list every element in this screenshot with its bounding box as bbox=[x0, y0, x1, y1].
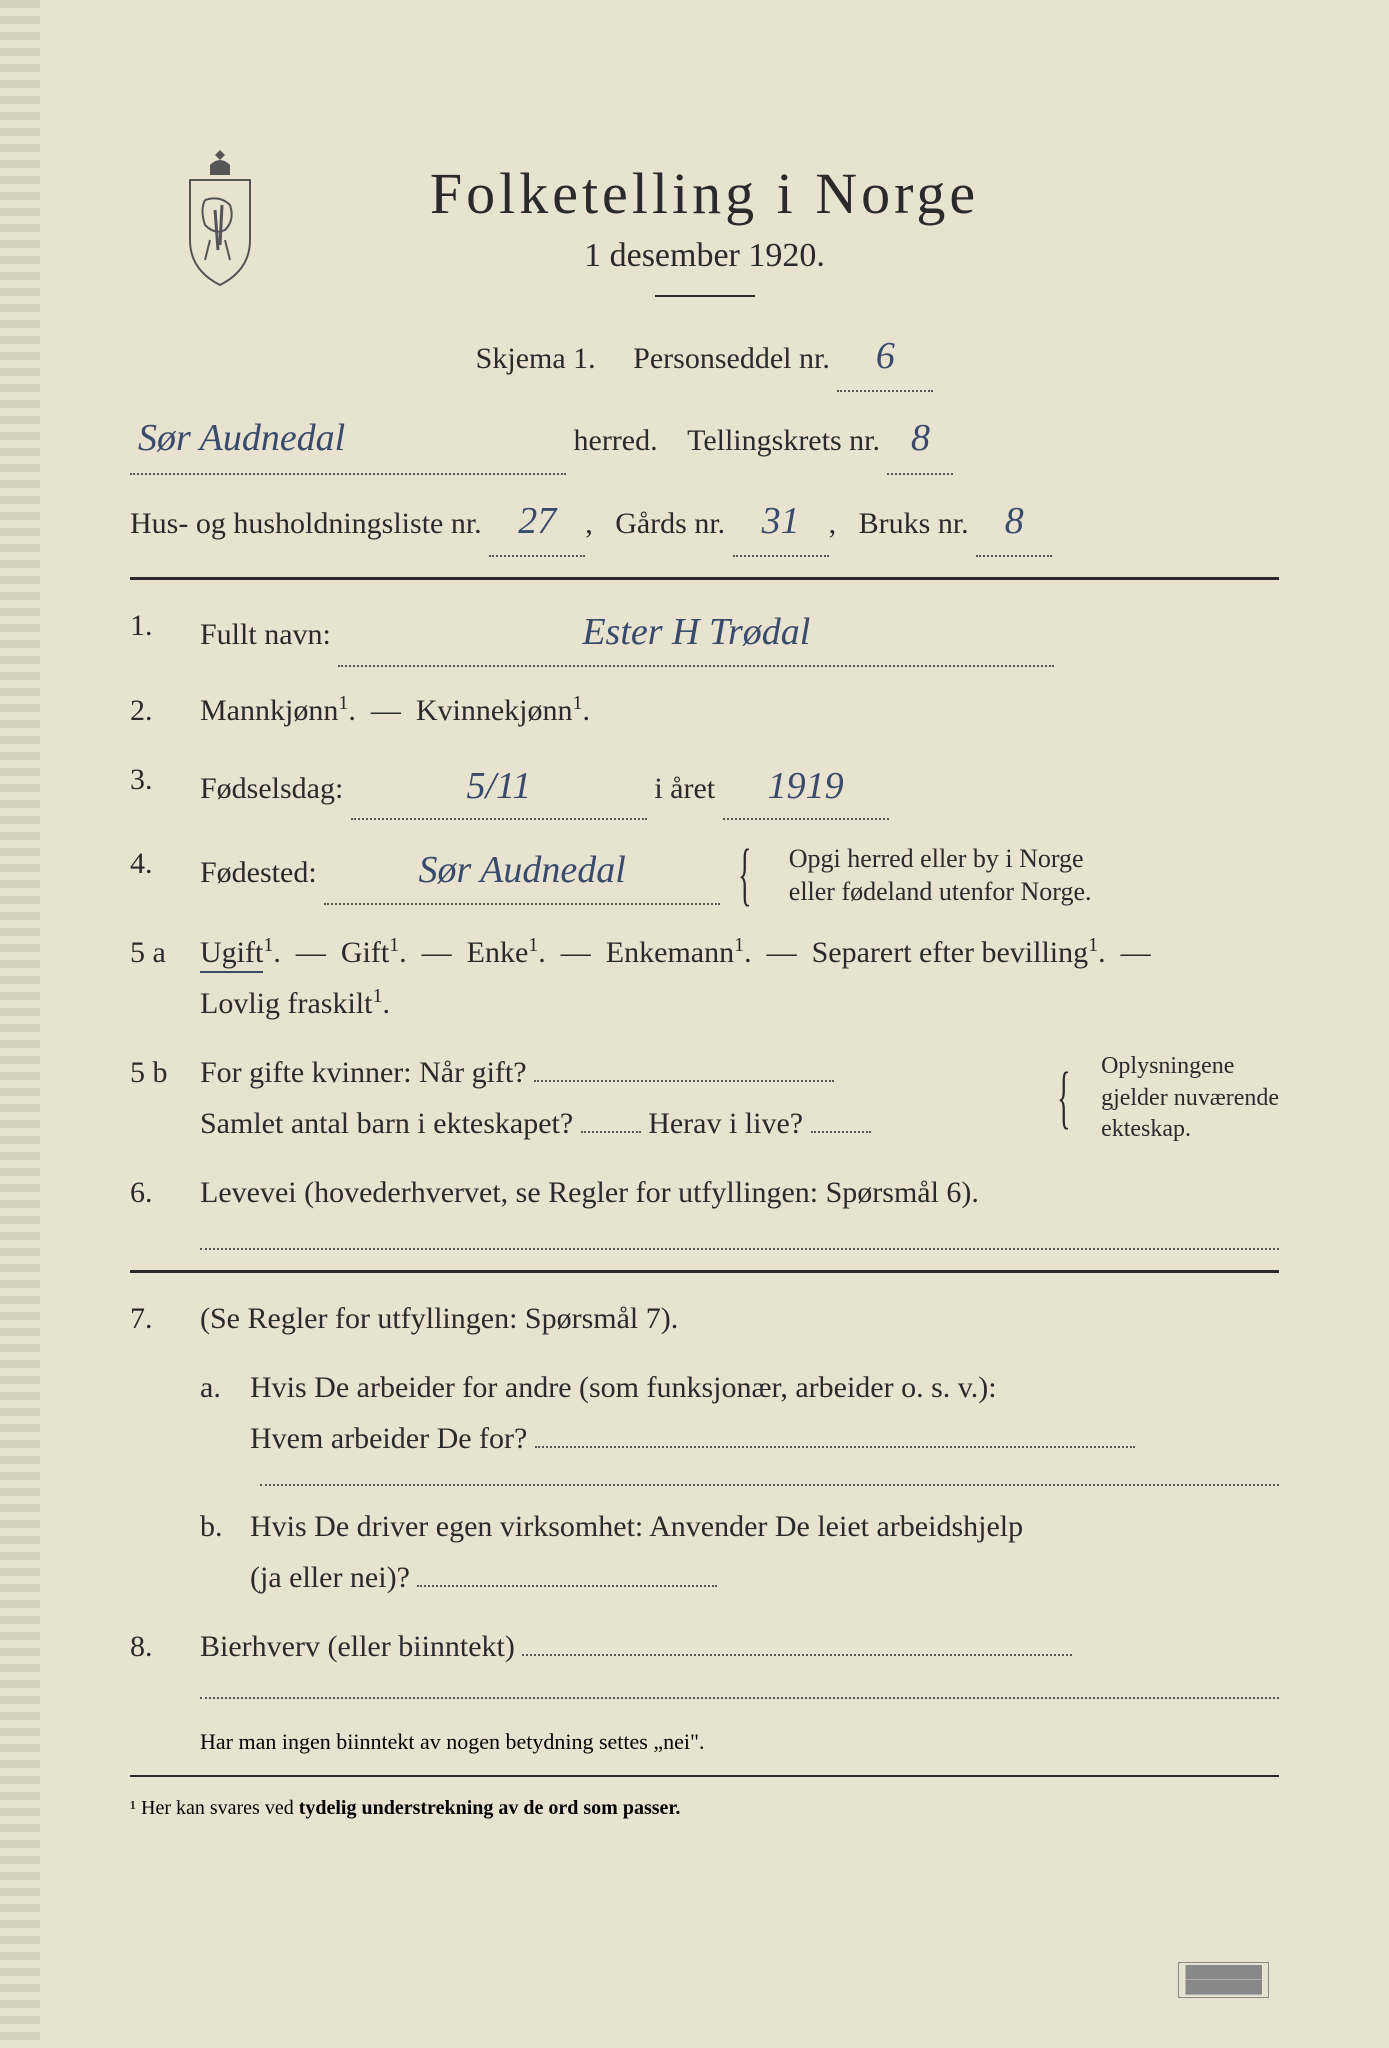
q5a-ugift: Ugift bbox=[200, 936, 263, 973]
tellingskrets-nr: 8 bbox=[887, 404, 953, 474]
q5b-label2: Samlet antal barn i ekteskapet? bbox=[200, 1107, 573, 1140]
q5b-note2: gjelder nuværende bbox=[1101, 1085, 1279, 1111]
question-7a: a. Hvis De arbeider for andre (som funks… bbox=[200, 1362, 1279, 1464]
q5b-note3: ekteskap. bbox=[1101, 1116, 1191, 1142]
form-date: 1 desember 1920. bbox=[130, 237, 1279, 275]
hus-line: Hus- og husholdningsliste nr. 27, Gårds … bbox=[130, 487, 1279, 557]
question-1: 1. Fullt navn: Ester H Trødal bbox=[130, 600, 1279, 667]
q5b-note1: Oplysningene bbox=[1101, 1053, 1234, 1079]
q2-num: 2. bbox=[130, 685, 200, 736]
footnote-prefix: ¹ Her kan svares ved bbox=[130, 1797, 294, 1819]
q4-note1: Opgi herred eller by i Norge bbox=[789, 844, 1084, 873]
q5a-enkemann: Enkemann bbox=[606, 936, 734, 969]
personseddel-nr: 6 bbox=[837, 322, 933, 392]
q7a-text1: Hvis De arbeider for andre (som funksjon… bbox=[250, 1371, 997, 1404]
footer-note-2: ¹ Her kan svares ved tydelig understrekn… bbox=[130, 1797, 1279, 1820]
q5b-label3: Herav i live? bbox=[648, 1107, 803, 1140]
form-header: Folketelling i Norge 1 desember 1920. bbox=[130, 160, 1279, 297]
question-3: 3. Fødselsdag: 5/11 i året 1919 bbox=[130, 754, 1279, 821]
question-4: 4. Fødested: Sør Audnedal { Opgi herred … bbox=[130, 838, 1279, 909]
hus-nr: 27 bbox=[489, 487, 585, 557]
bruks-label: Bruks nr. bbox=[859, 507, 969, 540]
q7b-text1: Hvis De driver egen virksomhet: Anvender… bbox=[250, 1510, 1023, 1543]
census-form-page: Folketelling i Norge 1 desember 1920. Sk… bbox=[0, 0, 1389, 2048]
q3-year: 1919 bbox=[723, 754, 889, 821]
hus-label: Hus- og husholdningsliste nr. bbox=[130, 507, 482, 540]
q4-value: Sør Audnedal bbox=[324, 838, 720, 905]
perforated-edge bbox=[0, 0, 40, 2048]
q6-num: 6. bbox=[130, 1167, 200, 1218]
norwegian-coat-of-arms bbox=[170, 150, 270, 290]
footer-note-1: Har man ingen biinntekt av nogen betydni… bbox=[200, 1729, 1279, 1755]
question-2: 2. Mannkjønn1. — Kvinnekjønn1. bbox=[130, 685, 1279, 736]
q8-label: Bierhverv (eller biinntekt) bbox=[200, 1630, 515, 1663]
printer-stamp: ██████████████████ bbox=[1178, 1962, 1269, 1998]
q5b-label1: For gifte kvinner: Når gift? bbox=[200, 1056, 527, 1089]
herred-value: Sør Audnedal bbox=[130, 404, 566, 474]
q4-note2: eller fødeland utenfor Norge. bbox=[789, 877, 1092, 906]
tellingskrets-label: Tellingskrets nr. bbox=[687, 424, 880, 457]
question-7: 7. (Se Regler for utfyllingen: Spørsmål … bbox=[130, 1293, 1279, 1344]
q5b-num: 5 b bbox=[130, 1047, 200, 1149]
section-divider-2 bbox=[130, 1270, 1279, 1273]
gards-nr: 31 bbox=[733, 487, 829, 557]
q2-mann: Mannkjønn bbox=[200, 694, 338, 727]
personseddel-label: Personseddel nr. bbox=[633, 342, 830, 375]
skjema-label: Skjema 1. bbox=[476, 342, 596, 375]
q5a-fraskilt: Lovlig fraskilt bbox=[200, 987, 372, 1020]
q5a-num: 5 a bbox=[130, 927, 200, 1029]
herred-line: Sør Audnedal herred. Tellingskrets nr. 8 bbox=[130, 404, 1279, 474]
q7a-text2: Hvem arbeider De for? bbox=[250, 1422, 527, 1455]
q7b-text2: (ja eller nei)? bbox=[250, 1561, 410, 1594]
question-7b: b. Hvis De driver egen virksomhet: Anven… bbox=[200, 1501, 1279, 1603]
form-title: Folketelling i Norge bbox=[130, 160, 1279, 227]
q8-num: 8. bbox=[130, 1621, 200, 1672]
q3-num: 3. bbox=[130, 754, 200, 821]
bruks-nr: 8 bbox=[976, 487, 1052, 557]
q7a-letter: a. bbox=[200, 1362, 250, 1464]
q5a-separert: Separert efter bevilling bbox=[812, 936, 1089, 969]
header-divider bbox=[655, 295, 755, 297]
question-5a: 5 a Ugift1. — Gift1. — Enke1. — Enkemann… bbox=[130, 927, 1279, 1029]
q4-label: Fødested: bbox=[200, 856, 317, 889]
q3-year-label: i året bbox=[654, 772, 715, 805]
question-5b: 5 b For gifte kvinner: Når gift? Samlet … bbox=[130, 1047, 1279, 1149]
q7-label: (Se Regler for utfyllingen: Spørsmål 7). bbox=[200, 1293, 1279, 1344]
q5a-enke: Enke bbox=[467, 936, 529, 969]
question-6: 6. Levevei (hovederhvervet, se Regler fo… bbox=[130, 1167, 1279, 1218]
q7b-letter: b. bbox=[200, 1501, 250, 1603]
q3-label: Fødselsdag: bbox=[200, 772, 343, 805]
question-8: 8. Bierhverv (eller biinntekt) bbox=[130, 1621, 1279, 1672]
q7-num: 7. bbox=[130, 1293, 200, 1344]
q6-label: Levevei (hovederhvervet, se Regler for u… bbox=[200, 1167, 1279, 1218]
q2-kvinne: Kvinnekjønn bbox=[416, 694, 573, 727]
q3-daymonth: 5/11 bbox=[351, 754, 647, 821]
q4-num: 4. bbox=[130, 838, 200, 909]
q5a-gift: Gift bbox=[341, 936, 389, 969]
q1-num: 1. bbox=[130, 600, 200, 667]
q1-label: Fullt navn: bbox=[200, 618, 331, 651]
section-divider-1 bbox=[130, 577, 1279, 580]
herred-label: herred. bbox=[574, 424, 658, 457]
gards-label: Gårds nr. bbox=[615, 507, 725, 540]
footnote-bold: tydelig understrekning av de ord som pas… bbox=[299, 1797, 681, 1819]
footer-divider bbox=[130, 1775, 1279, 1777]
q1-value: Ester H Trødal bbox=[338, 600, 1054, 667]
skjema-line: Skjema 1. Personseddel nr. 6 bbox=[130, 322, 1279, 392]
